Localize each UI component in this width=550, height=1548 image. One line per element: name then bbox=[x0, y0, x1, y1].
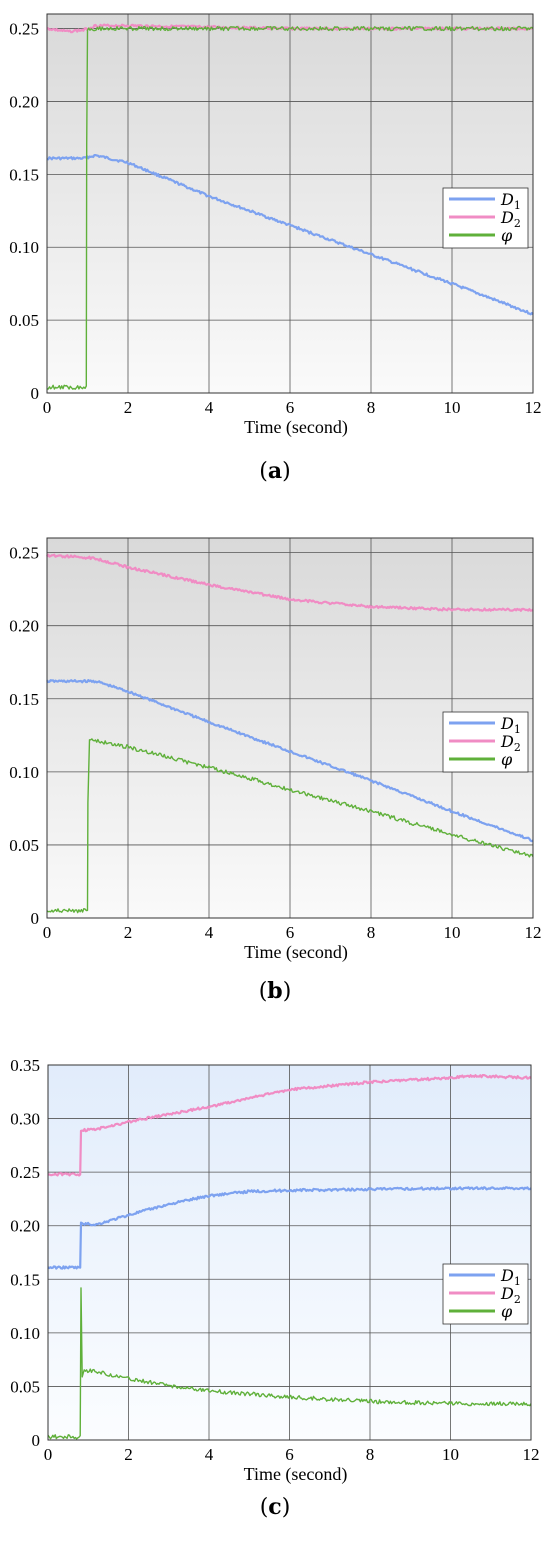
y-tick-label: 0.30 bbox=[10, 1110, 40, 1129]
x-axis-label: Time (second) bbox=[244, 417, 348, 438]
x-tick-label: 0 bbox=[43, 923, 52, 942]
x-tick-label: 12 bbox=[523, 1445, 540, 1464]
x-tick-label: 8 bbox=[366, 1445, 375, 1464]
chart-panel-a: 0 2 4 6 8 10 12 0 0.05 0.10 0.15 0.20 0.25 Time (seco… bbox=[0, 0, 550, 500]
x-tick-label: 10 bbox=[444, 398, 461, 417]
y-tick-label: 0.05 bbox=[10, 1377, 40, 1396]
caption-a: (a) bbox=[259, 458, 291, 484]
y-tick-label: 0 bbox=[31, 384, 40, 403]
legend-label: D2 bbox=[500, 732, 521, 754]
caption-b: (b) bbox=[258, 978, 292, 1004]
x-tick-label: 2 bbox=[124, 1445, 133, 1464]
plot-frame bbox=[46, 13, 534, 394]
series-line-phi bbox=[47, 1287, 532, 1440]
chart-a: 0 2 4 6 8 10 12 0 0.05 0.10 0.15 0.20 0.25 Time (seco… bbox=[9, 13, 542, 438]
caption-c: (c) bbox=[259, 1494, 291, 1520]
series-line-d2 bbox=[46, 553, 534, 612]
x-tick-label: 8 bbox=[367, 398, 376, 417]
chart-panel-c: 0 2 4 6 8 10 12 0 0.05 0.10 0.15 0.20 0.25 0.30 0.35 Ti… bbox=[0, 1048, 550, 1548]
series-line-d2 bbox=[47, 1074, 532, 1177]
x-axis-label: Time (second) bbox=[244, 942, 348, 962]
y-tick-label: 0.15 bbox=[9, 690, 39, 709]
x-tick-label: 10 bbox=[442, 1445, 459, 1464]
y-tick-label: 0.35 bbox=[10, 1056, 40, 1075]
y-tick-label: 0.10 bbox=[9, 763, 39, 782]
y-tick-label: 0.15 bbox=[9, 165, 39, 184]
legend-label: D2 bbox=[500, 208, 521, 230]
x-tick-label: 6 bbox=[286, 923, 295, 942]
legend-label: D1 bbox=[500, 714, 521, 736]
y-tick-label: 0.20 bbox=[9, 92, 39, 111]
plot-frame bbox=[46, 537, 534, 919]
x-tick-label: 8 bbox=[367, 923, 376, 942]
y-tick-label: 0.20 bbox=[9, 617, 39, 636]
x-tick-label: 2 bbox=[124, 923, 133, 942]
y-tick-label: 0.05 bbox=[9, 311, 39, 330]
chart-b: 0 2 4 6 8 10 12 0 0.05 0.10 0.15 0.20 0.25 Time (seco… bbox=[9, 537, 542, 962]
x-tick-label: 12 bbox=[525, 923, 542, 942]
y-tick-label: 0.20 bbox=[10, 1217, 40, 1236]
y-tick-label: 0.25 bbox=[9, 20, 39, 39]
series-line-phi bbox=[46, 738, 534, 914]
x-tick-label: 4 bbox=[205, 398, 214, 417]
y-tick-label: 0.25 bbox=[9, 544, 39, 563]
series-line-d1 bbox=[47, 1186, 532, 1270]
x-tick-label: 0 bbox=[43, 398, 52, 417]
chart-c: 0 2 4 6 8 10 12 0 0.05 0.10 0.15 0.20 0.25 0.30 0.35 Ti… bbox=[10, 1056, 540, 1485]
x-tick-label: 6 bbox=[285, 1445, 294, 1464]
x-axis-label: Time (second) bbox=[244, 1464, 348, 1485]
y-tick-label: 0 bbox=[31, 909, 40, 928]
y-tick-label: 0.10 bbox=[10, 1324, 40, 1343]
legend-label: φ bbox=[501, 226, 513, 245]
x-tick-label: 4 bbox=[205, 923, 214, 942]
legend-label: D1 bbox=[500, 190, 521, 212]
x-tick-label: 4 bbox=[205, 1445, 214, 1464]
series-line-d1 bbox=[46, 154, 534, 316]
plot-frame bbox=[47, 1064, 532, 1441]
legend-label: D2 bbox=[500, 1284, 521, 1306]
x-tick-label: 2 bbox=[124, 398, 133, 417]
x-tick-label: 0 bbox=[44, 1445, 53, 1464]
y-tick-label: 0.25 bbox=[10, 1163, 40, 1182]
series-line-d1 bbox=[46, 679, 534, 843]
y-tick-label: 0.05 bbox=[9, 836, 39, 855]
y-tick-label: 0 bbox=[32, 1431, 41, 1450]
x-tick-label: 10 bbox=[444, 923, 461, 942]
legend-label: φ bbox=[501, 1302, 513, 1321]
legend-label: D1 bbox=[500, 1266, 521, 1288]
y-tick-label: 0.15 bbox=[10, 1270, 40, 1289]
x-tick-label: 12 bbox=[525, 398, 542, 417]
y-tick-label: 0.10 bbox=[9, 238, 39, 257]
series-line-phi bbox=[46, 25, 534, 390]
x-tick-label: 6 bbox=[286, 398, 295, 417]
chart-panel-b: 0 2 4 6 8 10 12 0 0.05 0.10 0.15 0.20 0.25 Time (seco… bbox=[0, 522, 550, 1022]
legend-label: φ bbox=[501, 750, 513, 769]
